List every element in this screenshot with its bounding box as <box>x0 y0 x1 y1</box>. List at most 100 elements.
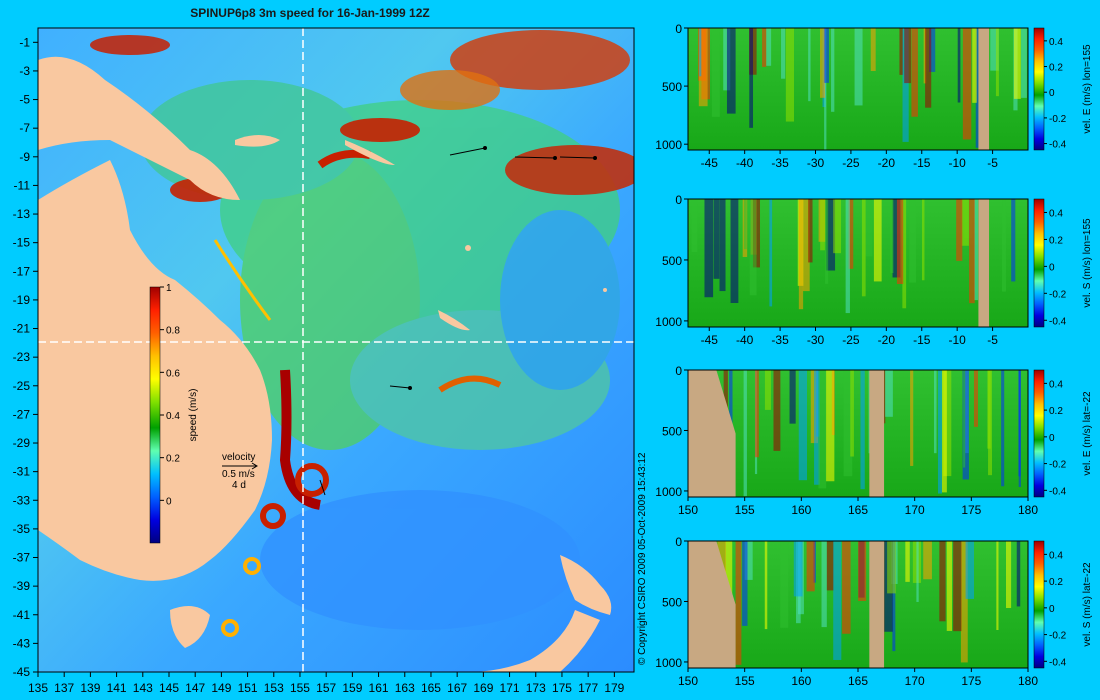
section-x-tick-label: 180 <box>1018 674 1038 688</box>
map-x-tick-label: 161 <box>369 681 389 695</box>
section-stripe <box>972 28 977 103</box>
section-x-tick-label: 150 <box>678 674 698 688</box>
section-colorbar-tick-label: 0 <box>1049 262 1055 273</box>
velocity-key-duration: 4 d <box>232 480 246 491</box>
section-colorbar-tick-label: 0.4 <box>1049 37 1063 48</box>
section-stripe <box>973 370 979 427</box>
section-stripe <box>892 541 896 652</box>
new-caledonia <box>438 310 470 331</box>
map-x-tick-label: 157 <box>316 681 336 695</box>
section-x-tick-label: 160 <box>791 674 811 688</box>
section-stripe <box>764 541 768 630</box>
section-x-tick-label: -30 <box>807 156 825 170</box>
velocity-key-arrowhead <box>251 462 258 470</box>
section-stripe <box>995 28 999 97</box>
section-land <box>869 541 885 668</box>
map-colorbar-tick-label: 0.6 <box>166 368 180 379</box>
new-zealand-north <box>560 555 612 615</box>
section-stripe <box>719 199 726 292</box>
section-stripe <box>785 28 795 122</box>
section-stripe <box>1013 28 1021 99</box>
section-stripe <box>873 199 882 282</box>
section-colorbar-tick-label: -0.2 <box>1049 460 1067 471</box>
section-stripe <box>892 199 901 278</box>
map-y-tick-label: -25 <box>13 379 31 393</box>
section-stripe <box>923 28 927 84</box>
section-colorbar <box>1033 27 1045 151</box>
section-x-tick-label: 165 <box>848 503 868 517</box>
section-stripe <box>1002 199 1006 292</box>
section-stripe <box>699 28 702 77</box>
section-stripe <box>793 541 803 597</box>
map-x-tick-label: 137 <box>54 681 74 695</box>
map-colorbar-tick-label: 0.8 <box>166 326 180 337</box>
section-y-tick-label: 0 <box>675 193 682 207</box>
map-x-tick-label: 169 <box>473 681 493 695</box>
section-x-tick-label: 175 <box>961 503 981 517</box>
section-stripe <box>916 541 919 602</box>
section-stripe <box>749 28 754 128</box>
section-y-tick-label: 1000 <box>655 485 682 499</box>
section-stripe <box>943 370 952 477</box>
section-stripe <box>960 541 968 663</box>
section-stripe <box>798 199 804 310</box>
section-colorbar-tick-label: 0 <box>1049 604 1055 615</box>
section-x-tick-label: -40 <box>736 333 754 347</box>
section-stripe <box>820 28 826 98</box>
section-x-tick-label: -20 <box>878 333 896 347</box>
section-x-tick-label: 155 <box>735 674 755 688</box>
section-y-tick-label: 1000 <box>655 315 682 329</box>
map-x-tick-label: 151 <box>238 681 258 695</box>
section-colorbar-tick-label: -0.4 <box>1049 140 1067 151</box>
map-y-tick-label: -15 <box>13 236 31 250</box>
section-stripe <box>833 541 842 660</box>
section-colorbar-label: vel. E (m/s) lon=155 <box>1082 44 1093 134</box>
section-stripe <box>911 28 918 117</box>
map-x-tick-label: 153 <box>264 681 284 695</box>
section-stripe <box>962 28 972 140</box>
section-stripe <box>902 28 909 142</box>
map-y-tick-label: -45 <box>13 665 31 679</box>
section-stripe <box>744 541 753 580</box>
section-colorbar-tick-label: 0.4 <box>1049 379 1063 390</box>
section-stripe <box>742 541 748 626</box>
section-colorbar-tick-label: -0.4 <box>1049 316 1067 327</box>
section-colorbar <box>1033 540 1045 669</box>
section-stripe <box>691 199 698 253</box>
section-x-tick-label: -5 <box>987 156 998 170</box>
section-x-tick-label: 150 <box>678 503 698 517</box>
section-stripe <box>929 28 936 72</box>
section-stripe <box>909 199 916 283</box>
section-x-tick-label: -35 <box>771 333 789 347</box>
map-y-tick-label: -17 <box>13 264 31 278</box>
map-y-tick-label: -35 <box>13 522 31 536</box>
section-stripe <box>975 28 980 148</box>
section-colorbar-label: vel. S (m/s) lon=155 <box>1082 218 1093 308</box>
section-stripe <box>941 370 947 493</box>
section-2: -45 -40 -35 -30 -25 -20 -15 -10 -5 0 500 1000 0.4 0.2… <box>655 193 1093 347</box>
map-y-tick-label: -1 <box>19 35 30 49</box>
section-stripe <box>698 28 708 107</box>
section-stripe <box>726 28 736 114</box>
section-stripe <box>961 199 969 246</box>
section-stripe <box>843 370 853 477</box>
section-colorbar-label: vel. E (m/s) lat=-22 <box>1082 391 1093 476</box>
section-stripe <box>923 541 932 580</box>
section-x-tick-label: -25 <box>842 333 860 347</box>
map-x-tick-label: 135 <box>28 681 48 695</box>
section-stripe <box>826 541 834 591</box>
map-y-tick-label: -5 <box>19 93 30 107</box>
section-stripe <box>885 370 893 417</box>
section-x-tick-label: 180 <box>1018 503 1038 517</box>
section-stripe <box>818 370 827 489</box>
map-x-tick-label: 179 <box>604 681 624 695</box>
section-stripe <box>865 199 873 257</box>
section-stripe <box>713 199 720 279</box>
section-x-tick-label: -10 <box>948 333 966 347</box>
section-y-tick-label: 500 <box>662 254 682 268</box>
map-y-tick-label: -37 <box>13 551 31 565</box>
map-y-tick-label: -13 <box>13 207 31 221</box>
section-stripe <box>764 370 771 410</box>
section-stripe <box>902 199 907 309</box>
map-x-tick-label: 165 <box>421 681 441 695</box>
